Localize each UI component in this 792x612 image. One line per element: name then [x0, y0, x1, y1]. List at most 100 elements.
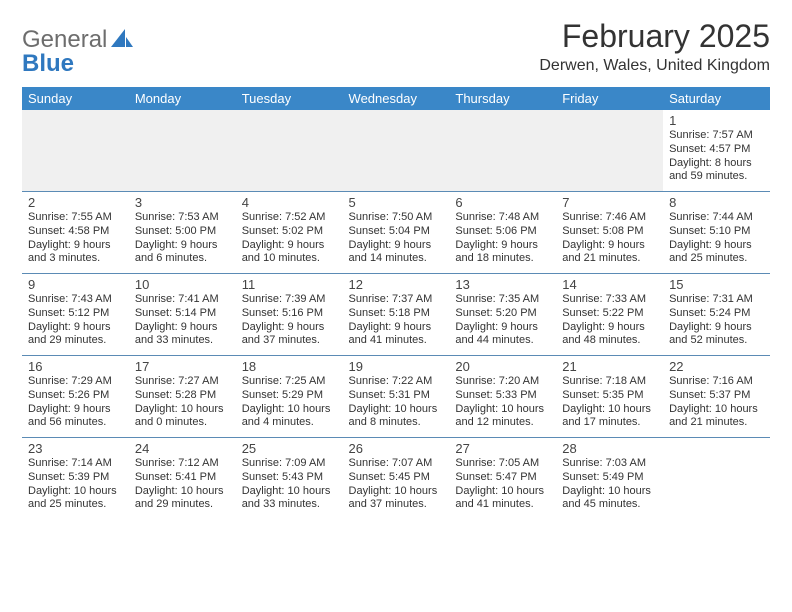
sunset-line: Sunset: 5:47 PM	[455, 471, 550, 485]
calendar-cell: 18Sunrise: 7:25 AMSunset: 5:29 PMDayligh…	[236, 356, 343, 438]
calendar-cell: 21Sunrise: 7:18 AMSunset: 5:35 PMDayligh…	[556, 356, 663, 438]
calendar-cell: 12Sunrise: 7:37 AMSunset: 5:18 PMDayligh…	[343, 274, 450, 356]
day-number: 19	[349, 359, 444, 374]
day-number: 8	[669, 195, 764, 210]
sunrise-line: Sunrise: 7:09 AM	[242, 457, 337, 471]
sunrise-line: Sunrise: 7:41 AM	[135, 293, 230, 307]
daylight-line-1: Daylight: 8 hours	[669, 157, 764, 171]
day-number: 23	[28, 441, 123, 456]
calendar-cell	[556, 110, 663, 192]
sunset-line: Sunset: 5:26 PM	[28, 389, 123, 403]
calendar-cell: 3Sunrise: 7:53 AMSunset: 5:00 PMDaylight…	[129, 192, 236, 274]
daylight-line-2: and 44 minutes.	[455, 334, 550, 348]
sunset-line: Sunset: 5:06 PM	[455, 225, 550, 239]
daylight-line-1: Daylight: 9 hours	[242, 239, 337, 253]
calendar-row: 9Sunrise: 7:43 AMSunset: 5:12 PMDaylight…	[22, 274, 770, 356]
daylight-line-1: Daylight: 10 hours	[562, 485, 657, 499]
sunset-line: Sunset: 5:08 PM	[562, 225, 657, 239]
calendar-cell	[22, 110, 129, 192]
daylight-line-2: and 0 minutes.	[135, 416, 230, 430]
sunrise-line: Sunrise: 7:35 AM	[455, 293, 550, 307]
calendar-cell: 20Sunrise: 7:20 AMSunset: 5:33 PMDayligh…	[449, 356, 556, 438]
sunset-line: Sunset: 5:04 PM	[349, 225, 444, 239]
calendar-cell: 15Sunrise: 7:31 AMSunset: 5:24 PMDayligh…	[663, 274, 770, 356]
calendar-cell: 19Sunrise: 7:22 AMSunset: 5:31 PMDayligh…	[343, 356, 450, 438]
sunrise-line: Sunrise: 7:53 AM	[135, 211, 230, 225]
sunrise-line: Sunrise: 7:31 AM	[669, 293, 764, 307]
daylight-line-1: Daylight: 9 hours	[455, 321, 550, 335]
day-number: 11	[242, 277, 337, 292]
daylight-line-1: Daylight: 10 hours	[349, 403, 444, 417]
daylight-line-1: Daylight: 9 hours	[349, 239, 444, 253]
daylight-line-1: Daylight: 10 hours	[669, 403, 764, 417]
logo-text: General Blue	[22, 28, 133, 76]
day-number: 18	[242, 359, 337, 374]
day-number: 15	[669, 277, 764, 292]
day-number: 24	[135, 441, 230, 456]
brand-logo: General Blue	[22, 28, 133, 76]
sunrise-line: Sunrise: 7:43 AM	[28, 293, 123, 307]
sunrise-line: Sunrise: 7:16 AM	[669, 375, 764, 389]
calendar-cell: 27Sunrise: 7:05 AMSunset: 5:47 PMDayligh…	[449, 438, 556, 520]
daylight-line-2: and 56 minutes.	[28, 416, 123, 430]
daylight-line-2: and 21 minutes.	[562, 252, 657, 266]
logo-word-general: General	[22, 26, 107, 53]
calendar-cell: 7Sunrise: 7:46 AMSunset: 5:08 PMDaylight…	[556, 192, 663, 274]
daylight-line-2: and 14 minutes.	[349, 252, 444, 266]
day-number: 7	[562, 195, 657, 210]
day-number: 22	[669, 359, 764, 374]
day-number: 28	[562, 441, 657, 456]
calendar-cell: 22Sunrise: 7:16 AMSunset: 5:37 PMDayligh…	[663, 356, 770, 438]
daylight-line-1: Daylight: 9 hours	[455, 239, 550, 253]
sunrise-line: Sunrise: 7:14 AM	[28, 457, 123, 471]
daylight-line-2: and 17 minutes.	[562, 416, 657, 430]
daylight-line-1: Daylight: 9 hours	[242, 321, 337, 335]
calendar-cell	[663, 438, 770, 520]
daylight-line-2: and 59 minutes.	[669, 170, 764, 184]
daylight-line-1: Daylight: 10 hours	[562, 403, 657, 417]
sunset-line: Sunset: 4:58 PM	[28, 225, 123, 239]
calendar-cell: 25Sunrise: 7:09 AMSunset: 5:43 PMDayligh…	[236, 438, 343, 520]
calendar-cell: 26Sunrise: 7:07 AMSunset: 5:45 PMDayligh…	[343, 438, 450, 520]
calendar-cell: 1Sunrise: 7:57 AMSunset: 4:57 PMDaylight…	[663, 110, 770, 192]
sunrise-line: Sunrise: 7:39 AM	[242, 293, 337, 307]
weekday-header: Saturday	[663, 87, 770, 110]
header-row: General Blue February 2025 Derwen, Wales…	[22, 18, 770, 81]
sunrise-line: Sunrise: 7:05 AM	[455, 457, 550, 471]
calendar-cell	[343, 110, 450, 192]
day-number: 21	[562, 359, 657, 374]
sunset-line: Sunset: 5:02 PM	[242, 225, 337, 239]
sunset-line: Sunset: 5:12 PM	[28, 307, 123, 321]
daylight-line-1: Daylight: 9 hours	[28, 239, 123, 253]
day-number: 3	[135, 195, 230, 210]
sunset-line: Sunset: 5:31 PM	[349, 389, 444, 403]
day-number: 27	[455, 441, 550, 456]
sunset-line: Sunset: 5:33 PM	[455, 389, 550, 403]
sunrise-line: Sunrise: 7:20 AM	[455, 375, 550, 389]
calendar-cell: 23Sunrise: 7:14 AMSunset: 5:39 PMDayligh…	[22, 438, 129, 520]
daylight-line-1: Daylight: 9 hours	[135, 321, 230, 335]
sunrise-line: Sunrise: 7:12 AM	[135, 457, 230, 471]
day-number: 16	[28, 359, 123, 374]
sunrise-line: Sunrise: 7:03 AM	[562, 457, 657, 471]
daylight-line-1: Daylight: 9 hours	[28, 403, 123, 417]
sunset-line: Sunset: 5:39 PM	[28, 471, 123, 485]
sunset-line: Sunset: 5:49 PM	[562, 471, 657, 485]
daylight-line-1: Daylight: 10 hours	[455, 403, 550, 417]
sunrise-line: Sunrise: 7:50 AM	[349, 211, 444, 225]
sunrise-line: Sunrise: 7:07 AM	[349, 457, 444, 471]
daylight-line-2: and 33 minutes.	[242, 498, 337, 512]
calendar-table: Sunday Monday Tuesday Wednesday Thursday…	[22, 87, 770, 519]
month-title: February 2025	[539, 18, 770, 55]
daylight-line-2: and 8 minutes.	[349, 416, 444, 430]
sunset-line: Sunset: 5:00 PM	[135, 225, 230, 239]
daylight-line-1: Daylight: 10 hours	[28, 485, 123, 499]
daylight-line-2: and 18 minutes.	[455, 252, 550, 266]
day-number: 2	[28, 195, 123, 210]
daylight-line-1: Daylight: 10 hours	[349, 485, 444, 499]
sunrise-line: Sunrise: 7:52 AM	[242, 211, 337, 225]
sunset-line: Sunset: 4:57 PM	[669, 143, 764, 157]
calendar-cell	[129, 110, 236, 192]
daylight-line-2: and 25 minutes.	[28, 498, 123, 512]
calendar-cell: 8Sunrise: 7:44 AMSunset: 5:10 PMDaylight…	[663, 192, 770, 274]
